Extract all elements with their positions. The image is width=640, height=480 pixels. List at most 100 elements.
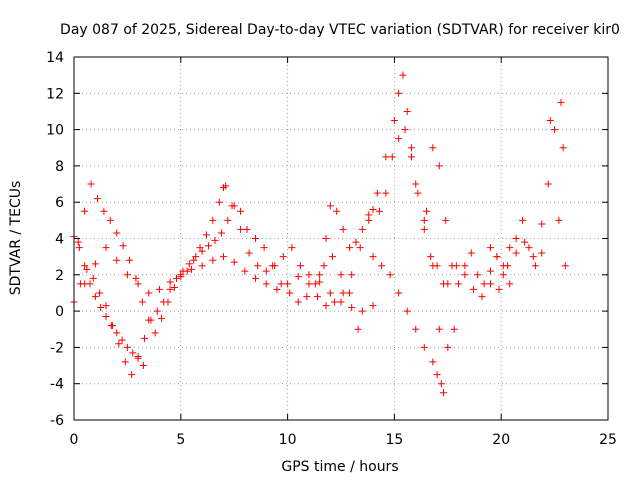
data-point [538,249,546,257]
data-point [461,262,469,270]
data-point [305,280,313,288]
data-point [531,262,539,270]
data-point [134,280,142,288]
data-point [166,285,174,293]
data-point [487,280,495,288]
data-point [75,244,83,252]
data-point [382,189,390,197]
data-point [187,265,195,273]
data-point [294,298,302,306]
grid-lines [74,57,608,420]
data-point [369,302,377,310]
data-point [314,293,322,301]
data-point [91,260,99,268]
data-point [279,253,287,261]
data-point [198,247,206,255]
y-tick-label: 0 [55,304,64,320]
data-point [196,244,204,252]
data-point [390,117,398,125]
data-point [544,180,552,188]
data-point [506,244,514,252]
series-sat-e [220,71,448,397]
data-point [228,202,236,210]
data-point [198,262,206,270]
data-point [399,71,407,79]
data-point [215,198,223,206]
data-point [140,334,148,342]
data-point [129,349,137,357]
data-point [395,89,403,97]
data-point [469,285,477,293]
series-sat-j [444,117,569,301]
data-point [557,98,565,106]
data-point [452,262,460,270]
data-point [444,280,452,288]
data-point [145,289,153,297]
data-point [138,298,146,306]
data-point [113,329,121,337]
data-point [288,244,296,252]
data-point [435,325,443,333]
data-point [525,244,533,252]
data-point [559,144,567,152]
data-point [326,289,334,297]
data-point [89,274,97,282]
series-sat-k [487,98,567,270]
data-point [102,244,110,252]
x-tick-label: 0 [70,432,79,448]
data-point [328,253,336,261]
data-point [493,253,501,261]
y-tick-label: -2 [50,340,64,356]
data-point [190,256,198,264]
data-point [81,207,89,215]
data-point [145,316,153,324]
data-point [81,280,89,288]
data-point [245,249,253,257]
data-point [134,354,142,362]
data-point [322,302,330,310]
data-point [433,371,441,379]
data-point [100,207,108,215]
y-tick-label: 2 [55,268,64,284]
data-point [273,285,281,293]
data-point [237,225,245,233]
data-point [128,371,136,379]
series-sat-d [81,244,377,315]
data-point [358,225,366,233]
data-point [401,126,409,134]
data-point [478,293,486,301]
data-point [412,180,420,188]
data-point [173,274,181,282]
data-point [395,289,403,297]
data-point [296,262,304,270]
data-point [102,313,110,321]
data-point [107,322,115,330]
data-point [339,225,347,233]
data-point [444,343,452,351]
data-point [519,216,527,224]
x-tick-label: 5 [176,432,185,448]
data-point [115,340,123,348]
data-point [375,207,383,215]
data-point [243,225,251,233]
data-point [93,195,101,203]
data-point [220,253,228,261]
x-tick-label: 20 [492,432,510,448]
series-sat-h [369,253,458,388]
data-point [286,289,294,297]
data-point [555,216,563,224]
data-point [358,307,366,315]
data-point [155,285,163,293]
data-point [352,238,360,246]
data-point [373,189,381,197]
data-point [170,284,178,292]
y-tick-label: 14 [46,50,64,66]
y-tick-label: 12 [46,86,64,102]
data-point [420,216,428,224]
data-point [303,293,311,301]
y-tick-label: 6 [55,195,64,211]
data-point [205,242,213,250]
data-point [91,293,99,301]
data-point [420,343,428,351]
data-point [254,262,262,270]
